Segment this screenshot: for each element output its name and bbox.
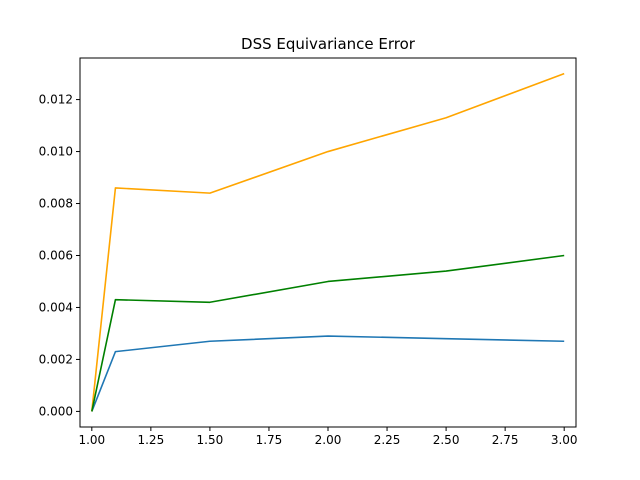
series-line-3 — [91, 254, 565, 412]
series-layer — [91, 72, 565, 412]
x-tick-label: 2.75 — [492, 433, 519, 447]
plot-frame — [79, 57, 577, 428]
y-tick-label: 0.000 — [39, 404, 73, 418]
y-tick-label: 0.002 — [39, 352, 73, 366]
x-tick-label: 2.00 — [315, 433, 342, 447]
y-tick-label: 0.010 — [39, 145, 73, 159]
chart-title: DSS Equivariance Error — [241, 35, 416, 53]
x-tick-label: 1.00 — [78, 433, 105, 447]
series-line-2 — [91, 72, 565, 412]
x-tick-label: 3.00 — [551, 433, 578, 447]
y-tick-label: 0.012 — [39, 93, 73, 107]
x-tick-label: 2.50 — [433, 433, 460, 447]
x-tick-label: 1.75 — [256, 433, 283, 447]
y-tick-label: 0.006 — [39, 248, 73, 262]
series-line-1 — [91, 335, 565, 412]
axis-layer: 1.00 1.25 1.50 1.75 2.00 2.25 2.50 2.75 3.00 0.00… — [39, 93, 578, 447]
y-tick-label: 0.008 — [39, 197, 73, 211]
y-tick-label: 0.004 — [39, 300, 73, 314]
x-tick-label: 1.50 — [197, 433, 224, 447]
x-tick-label: 2.25 — [374, 433, 401, 447]
x-tick-label: 1.25 — [137, 433, 164, 447]
